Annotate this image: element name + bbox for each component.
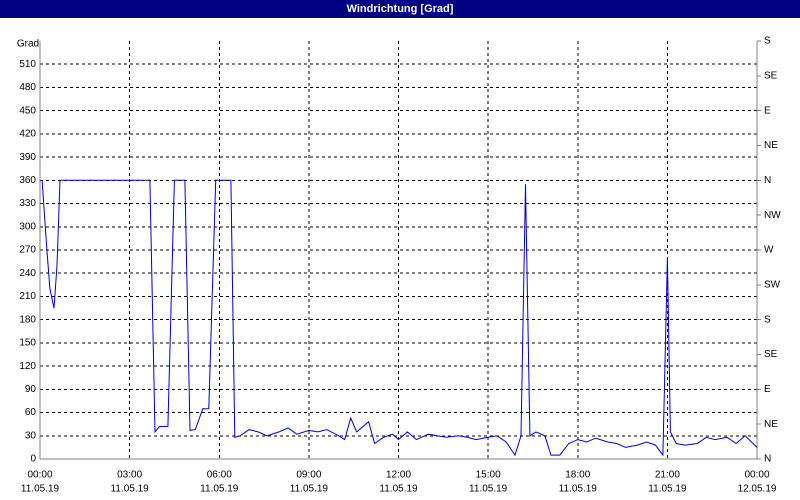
data-line	[41, 179, 758, 457]
y2-tick-label: N	[764, 454, 771, 465]
y-tick-label: 240	[19, 268, 36, 279]
x-tick-date: 11.05.19	[648, 484, 687, 495]
y-tick-label: 60	[25, 407, 37, 418]
y-tick-label: 270	[19, 245, 36, 256]
y-tick-label: 390	[19, 152, 36, 163]
y2-tick-label: N	[764, 175, 771, 186]
x-tick-label: 21:00	[655, 470, 680, 481]
y-tick-label: 360	[19, 175, 36, 186]
y-axis-label: Grad	[17, 39, 39, 50]
x-tick-label: 06:00	[207, 470, 232, 481]
y2-tick-label: S	[764, 314, 771, 325]
x-tick-date: 11.05.19	[111, 484, 150, 495]
y2-tick-label: W	[764, 245, 774, 256]
y-tick-label: 120	[19, 361, 36, 372]
y-tick-label: 480	[19, 82, 36, 93]
y-tick-label: 180	[19, 314, 36, 325]
y-tick-label: 300	[19, 221, 36, 232]
y-tick-label: 510	[19, 59, 36, 70]
x-tick-label: 18:00	[565, 470, 590, 481]
x-tick-date: 12.05.19	[738, 484, 777, 495]
title-bar	[0, 0, 800, 18]
y-tick-label: 30	[25, 430, 37, 441]
x-tick-label: 03:00	[117, 470, 142, 481]
y-tick-label: 420	[19, 129, 36, 140]
x-tick-date: 11.05.19	[469, 484, 508, 495]
y-tick-label: 210	[19, 291, 36, 302]
x-tick-date: 11.05.19	[200, 484, 239, 495]
y2-tick-label: SE	[764, 70, 778, 81]
y-tick-label: 0	[30, 454, 36, 465]
x-tick-date: 11.05.19	[559, 484, 598, 495]
x-tick-date: 11.05.19	[290, 484, 329, 495]
y-tick-label: 330	[19, 198, 36, 209]
x-tick-date: 11.05.19	[379, 484, 418, 495]
y2-tick-label: NE	[764, 140, 778, 151]
y2-tick-label: E	[764, 384, 771, 395]
y2-tick-label: NW	[764, 210, 781, 221]
y-tick-label: 90	[25, 384, 37, 395]
x-tick-label: 12:00	[386, 470, 411, 481]
x-tick-label: 00:00	[27, 470, 52, 481]
y2-tick-label: NE	[764, 419, 778, 430]
y2-tick-label: SE	[764, 349, 778, 360]
y-tick-label: 450	[19, 105, 36, 116]
y2-tick-label: E	[764, 105, 771, 116]
x-tick-label: 09:00	[296, 470, 321, 481]
y2-tick-label: SW	[764, 279, 781, 290]
chart-title: Windrichtung [Grad]	[347, 3, 454, 15]
x-tick-label: 15:00	[476, 470, 501, 481]
x-tick-date: 11.05.19	[21, 484, 60, 495]
y2-tick-label: S	[764, 36, 771, 47]
x-tick-label: 00:00	[744, 470, 769, 481]
y-tick-label: 150	[19, 338, 36, 349]
